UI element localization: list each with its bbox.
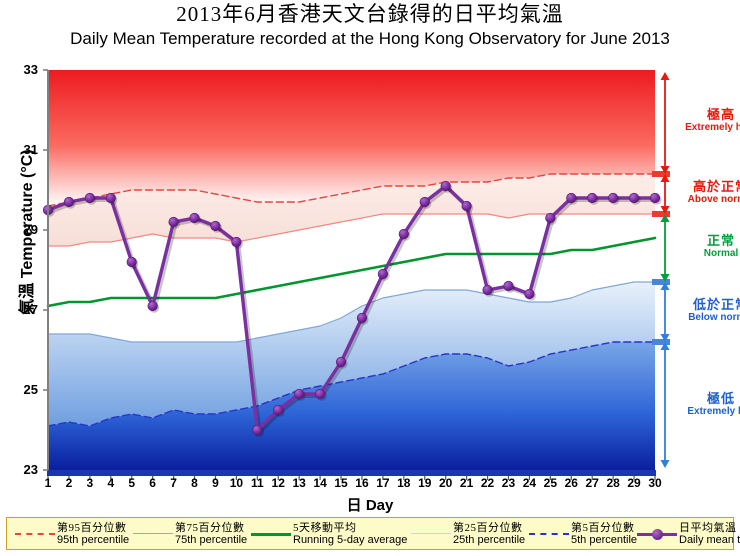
legend-label: 第95百分位數 95th percentile <box>57 522 129 546</box>
legend-label-english: 95th percentile <box>57 533 130 546</box>
legend-label-english: Daily mean temperature <box>679 533 740 546</box>
band-label-english: Extremely high <box>685 122 740 133</box>
y-tick-31: 31 <box>23 142 38 157</box>
legend-label: 5天移動平均 Running 5-day average <box>293 522 407 546</box>
legend-label: 第5百分位數 5th percentile <box>571 522 637 546</box>
band-label-chinese: 低於正常 <box>692 297 740 312</box>
x-tick-1: 1 <box>44 476 52 490</box>
legend-item-5th-percentile: 第5百分位數 5th percentile <box>529 522 637 546</box>
x-tick-30: 30 <box>648 476 662 490</box>
x-tick-22: 22 <box>480 476 495 490</box>
x-tick-28: 28 <box>606 476 620 490</box>
x-tick-21: 21 <box>459 476 474 490</box>
band-label-english: Above normal <box>687 194 740 205</box>
legend-symbol <box>15 527 55 541</box>
x-tick-2: 2 <box>65 476 73 490</box>
x-tick-20: 20 <box>439 476 453 490</box>
x-tick-14: 14 <box>313 476 327 490</box>
x-tick-25: 25 <box>543 476 558 490</box>
legend-label-chinese: 5天移動平均 <box>293 521 357 534</box>
band-label-english: Extremely low <box>687 406 740 417</box>
legend-label-english: 75th percentile <box>175 533 248 546</box>
legend-symbol <box>251 527 291 541</box>
band-label-below-normal: 低於正常Below normal <box>678 298 740 324</box>
legend-symbol <box>411 527 451 541</box>
y-tick-23: 23 <box>23 462 38 477</box>
x-tick-10: 10 <box>229 476 244 490</box>
x-tick-19: 19 <box>418 476 432 490</box>
x-tick-8: 8 <box>191 476 198 490</box>
x-tick-11: 11 <box>250 476 264 490</box>
band-label-chinese: 極低 <box>706 391 735 406</box>
band-label-chinese: 高於正常 <box>692 179 740 194</box>
y-tick-25: 25 <box>23 382 38 397</box>
band-label-normal: 正常 Normal <box>678 234 740 260</box>
legend-marker-dot <box>652 528 663 540</box>
legend-label-english: Running 5-day average <box>293 533 408 546</box>
legend-item-25th-percentile: 第25百分位數 25th percentile <box>411 522 529 546</box>
y-axis-title-english: Temperature (°C) <box>19 149 36 279</box>
x-tick-12: 12 <box>271 476 285 490</box>
legend-label: 第25百分位數 25th percentile <box>453 522 525 546</box>
x-tick-29: 29 <box>627 476 641 490</box>
band-label-english: Below normal <box>688 312 740 323</box>
x-tick-26: 26 <box>564 476 578 490</box>
x-tick-4: 4 <box>107 476 115 490</box>
x-tick-9: 9 <box>212 476 219 490</box>
x-tick-17: 17 <box>376 476 390 490</box>
x-tick-5: 5 <box>128 476 136 490</box>
x-tick-18: 18 <box>397 476 411 490</box>
x-tick-7: 7 <box>170 476 177 490</box>
x-tick-16: 16 <box>355 476 369 490</box>
legend-label-chinese: 第5百分位數 <box>571 521 635 534</box>
legend-label-chinese: 第75百分位數 <box>175 521 245 534</box>
legend-label-chinese: 第95百分位數 <box>57 521 127 534</box>
chart-title-english: Daily Mean Temperature recorded at the H… <box>70 29 670 48</box>
chart-legend: 第95百分位數 95th percentile 第75百分位數 75th percen… <box>6 517 740 550</box>
x-tick-15: 15 <box>334 476 348 490</box>
band-label-english: Normal <box>703 248 739 259</box>
chart-title-chinese: 2013年6月香港天文台錄得的日平均氣溫 <box>176 2 564 26</box>
x-tick-3: 3 <box>86 476 94 490</box>
legend-item-95th-percentile: 第95百分位數 95th percentile <box>7 522 133 546</box>
band-label-above-normal: 高於正常Above normal <box>678 180 740 206</box>
legend-item-75th-percentile: 第75百分位數 75th percentile <box>133 522 251 546</box>
legend-label-english: 25th percentile <box>453 533 526 546</box>
x-tick-13: 13 <box>292 476 306 490</box>
y-tick-27: 27 <box>23 302 38 317</box>
legend-label: 第75百分位數 75th percentile <box>175 522 247 546</box>
x-tick-6: 6 <box>149 476 156 490</box>
legend-symbol <box>637 527 677 541</box>
legend-label-chinese: 第25百分位數 <box>453 521 523 534</box>
legend-symbol <box>133 527 173 541</box>
legend-item-running-5-day-average: 5天移動平均 Running 5-day average <box>251 522 411 546</box>
legend-label-english: 5th percentile <box>571 533 638 546</box>
y-tick-29: 29 <box>23 222 38 237</box>
y-tick-33: 33 <box>23 62 38 77</box>
band-label-chinese: 正常 <box>706 233 735 248</box>
x-tick-23: 23 <box>501 476 516 490</box>
legend-label-chinese: 日平均氣溫 <box>679 521 737 534</box>
x-tick-24: 24 <box>522 476 537 490</box>
x-tick-27: 27 <box>585 476 599 490</box>
legend-symbol <box>529 527 569 541</box>
x-axis-title: 日 Day <box>346 497 394 514</box>
band-label-chinese: 極高 <box>706 107 735 122</box>
chart-title: 2013年6月香港天文台錄得的日平均氣溫 Daily Mean Temperat… <box>0 2 740 50</box>
